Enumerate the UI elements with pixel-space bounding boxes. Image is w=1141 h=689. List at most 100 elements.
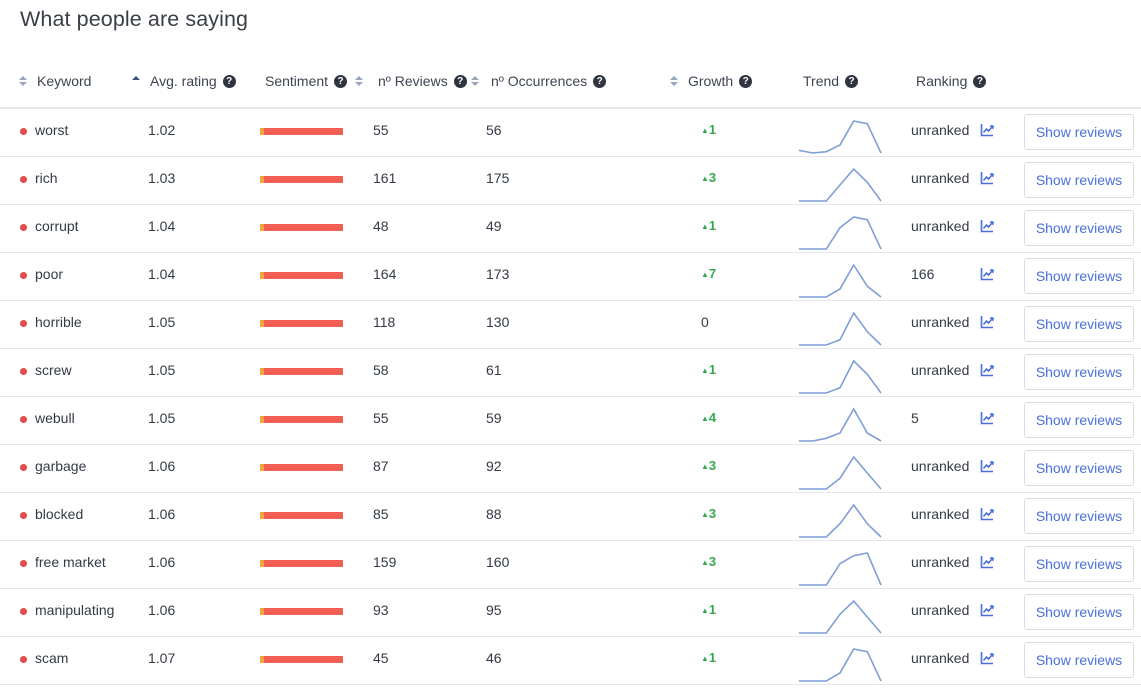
keyword-cell: horrible [35, 314, 82, 330]
question-circle-icon[interactable]: ? [593, 74, 607, 88]
table-row: webull 1.05 55 59 ▲4 5 Show reviews [0, 397, 1141, 445]
ranking-cell: unranked [911, 458, 970, 474]
sentiment-mixed-segment [260, 320, 264, 327]
sentiment-mixed-segment [260, 368, 264, 375]
line-chart-icon[interactable] [980, 123, 994, 137]
show-reviews-button[interactable]: Show reviews [1024, 498, 1134, 534]
reviews-cell: 55 [373, 410, 389, 426]
line-chart-icon[interactable] [980, 507, 994, 521]
question-circle-icon[interactable]: ? [739, 74, 753, 88]
line-chart-icon[interactable] [980, 651, 994, 665]
show-reviews-button[interactable]: Show reviews [1024, 114, 1134, 150]
triangle-up-icon: ▲ [701, 462, 709, 471]
line-chart-icon[interactable] [980, 267, 994, 281]
show-reviews-button[interactable]: Show reviews [1024, 258, 1134, 294]
column-occurrences-label: nº Occurrences [491, 73, 588, 89]
question-circle-icon[interactable]: ? [222, 74, 236, 88]
line-chart-icon[interactable] [980, 411, 994, 425]
column-occurrences[interactable]: nº Occurrences ? [491, 73, 607, 89]
show-reviews-button[interactable]: Show reviews [1024, 450, 1134, 486]
sentiment-mixed-segment [260, 416, 264, 423]
keyword-cell: scam [35, 650, 69, 666]
sentiment-mixed-segment [260, 176, 264, 183]
column-growth-label: Growth [688, 73, 734, 89]
growth-value: 1 [708, 122, 717, 137]
growth-value: 4 [708, 410, 717, 425]
line-chart-icon[interactable] [980, 603, 994, 617]
column-sentiment[interactable]: Sentiment ? [265, 73, 364, 89]
occurrences-cell: 56 [486, 122, 502, 138]
table-row: garbage 1.06 87 92 ▲3 unranked Show reviews [0, 445, 1141, 493]
question-circle-icon[interactable]: ? [973, 74, 987, 88]
question-circle-icon[interactable]: ? [845, 74, 859, 88]
table-row: scam 1.07 45 46 ▲1 unranked Show reviews [0, 637, 1141, 685]
table-row: corrupt 1.04 48 49 ▲1 unranked Show reviews [0, 205, 1141, 253]
trend-sparkline [799, 359, 882, 394]
table-row: screw 1.05 58 61 ▲1 unranked Show reviews [0, 349, 1141, 397]
show-reviews-button[interactable]: Show reviews [1024, 162, 1134, 198]
ranking-cell: 5 [911, 410, 919, 426]
column-keyword[interactable]: Keyword [19, 73, 91, 89]
show-reviews-button[interactable]: Show reviews [1024, 402, 1134, 438]
trend-line [799, 263, 882, 298]
trend-sparkline [799, 216, 882, 250]
occurrences-cell: 88 [486, 506, 502, 522]
line-chart-icon[interactable] [980, 363, 994, 377]
sort-arrows-icon[interactable] [670, 76, 678, 86]
show-reviews-button[interactable]: Show reviews [1024, 354, 1134, 390]
growth-cell: ▲3 [701, 554, 716, 569]
line-chart-icon[interactable] [980, 315, 994, 329]
ranking-cell: unranked [911, 170, 970, 186]
show-reviews-button[interactable]: Show reviews [1024, 546, 1134, 582]
show-reviews-button[interactable]: Show reviews [1024, 210, 1134, 246]
growth-cell: ▲1 [701, 602, 716, 617]
triangle-up-icon: ▲ [701, 126, 709, 135]
trend-sparkline [799, 648, 882, 682]
rating-cell: 1.03 [148, 170, 176, 186]
show-reviews-button[interactable]: Show reviews [1024, 642, 1134, 678]
question-circle-icon[interactable]: ? [334, 74, 348, 88]
sentiment-bar [260, 512, 343, 519]
growth-cell: ▲3 [701, 170, 716, 185]
keywords-table: Keyword Avg. rating ? Sentiment ? nº Rev… [0, 58, 1141, 685]
negative-dot-icon [20, 464, 27, 471]
rating-cell: 1.05 [148, 314, 176, 330]
sentiment-mixed-segment [260, 464, 264, 471]
question-circle-icon[interactable]: ? [453, 74, 467, 88]
rating-cell: 1.04 [148, 218, 176, 234]
line-chart-icon[interactable] [980, 219, 994, 233]
growth-cell: ▲1 [701, 122, 716, 137]
line-chart-icon[interactable] [980, 555, 994, 569]
negative-dot-icon [20, 368, 27, 375]
occurrences-cell: 61 [486, 362, 502, 378]
ranking-cell: 166 [911, 266, 935, 282]
sort-arrows-icon[interactable] [19, 76, 27, 86]
column-avg-rating[interactable]: Avg. rating ? [132, 73, 236, 89]
show-reviews-button[interactable]: Show reviews [1024, 306, 1134, 342]
keyword-cell: screw [35, 362, 72, 378]
triangle-up-icon: ▲ [701, 606, 709, 615]
growth-cell: ▲1 [701, 650, 716, 665]
show-reviews-button[interactable]: Show reviews [1024, 594, 1134, 630]
column-growth[interactable]: Growth ? [670, 73, 753, 89]
occurrences-cell: 130 [486, 314, 510, 330]
sentiment-mixed-segment [260, 224, 264, 231]
reviews-cell: 55 [373, 122, 389, 138]
line-chart-icon[interactable] [980, 171, 994, 185]
growth-value: 7 [708, 266, 717, 281]
reviews-cell: 164 [373, 266, 397, 282]
trend-line [799, 599, 882, 634]
line-chart-icon[interactable] [980, 459, 994, 473]
column-reviews[interactable]: nº Reviews ? [378, 73, 479, 89]
triangle-up-icon: ▲ [701, 510, 709, 519]
sort-arrows-icon[interactable] [355, 76, 364, 86]
column-avg-rating-label: Avg. rating [150, 73, 217, 89]
triangle-up-icon: ▲ [701, 414, 709, 423]
table-row: manipulating 1.06 93 95 ▲1 unranked Show revie… [0, 589, 1141, 637]
sort-arrows-icon[interactable] [470, 76, 479, 86]
sentiment-bar [260, 128, 343, 135]
table-row: worst 1.02 55 56 ▲1 unranked Show reviews [0, 109, 1141, 157]
rating-cell: 1.06 [148, 458, 176, 474]
keyword-cell: garbage [35, 458, 87, 474]
sort-asc-icon[interactable] [132, 76, 140, 86]
